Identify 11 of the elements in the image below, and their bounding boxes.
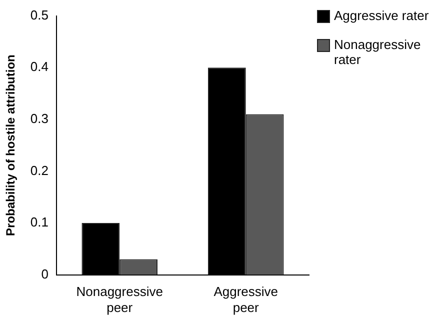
x-tick-label: Aggressive peer [214, 284, 278, 315]
y-tick-label: 0.1 [30, 214, 48, 230]
legend-label: Aggressive rater [334, 8, 429, 23]
y-tick-label: 0.2 [30, 162, 48, 178]
x-tick-label: Nonaggressive peer [76, 284, 163, 315]
y-tick-label: 0 [41, 266, 48, 282]
y-tick-label: 0.3 [30, 110, 48, 126]
y-tick-label: 0.4 [30, 59, 48, 74]
legend-label: Nonaggressive rater [334, 37, 422, 67]
y-axis-title: Probability of hostile attribution [4, 54, 18, 236]
y-tick-label: 0.5 [30, 7, 48, 22]
